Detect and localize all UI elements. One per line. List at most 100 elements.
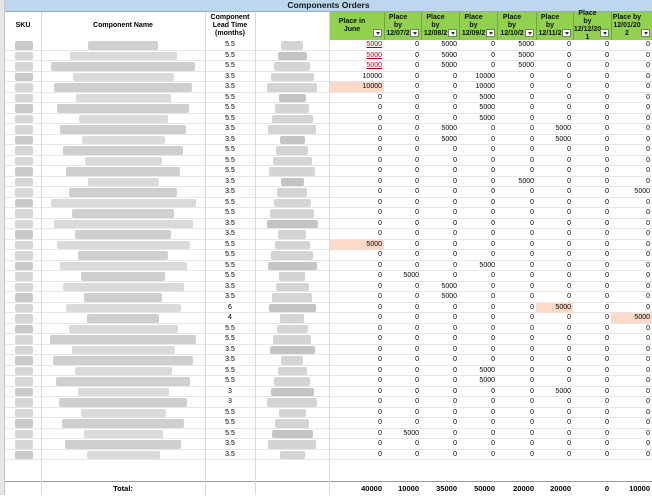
order-qty-cell[interactable]: 0 (491, 135, 495, 143)
filter-dropdown-icon[interactable] (525, 29, 534, 37)
order-qty-cell[interactable]: 0 (378, 324, 382, 332)
order-qty-cell[interactable]: 0 (605, 198, 609, 206)
order-qty-cell[interactable]: 5000 (479, 366, 495, 374)
order-qty-cell[interactable]: 0 (567, 377, 571, 384)
order-qty-cell[interactable]: 0 (646, 324, 650, 332)
order-qty-cell[interactable]: 0 (530, 282, 534, 290)
order-qty-cell[interactable]: 0 (491, 450, 495, 458)
order-qty-cell[interactable]: 0 (605, 209, 609, 216)
order-qty-cell[interactable]: 0 (415, 345, 419, 353)
order-qty-cell[interactable]: 0 (453, 209, 457, 216)
order-qty-cell[interactable]: 0 (567, 198, 571, 206)
order-qty-cell[interactable]: 5000 (441, 62, 457, 69)
lead-time-cell[interactable]: 5.5 (225, 419, 235, 426)
order-qty-cell[interactable]: 0 (646, 230, 650, 237)
order-qty-cell[interactable]: 0 (491, 335, 495, 342)
order-qty-cell[interactable]: 0 (567, 114, 571, 122)
order-qty-cell[interactable]: 0 (567, 450, 571, 458)
order-qty-cell[interactable]: 0 (491, 419, 495, 426)
order-qty-cell[interactable]: 0 (491, 387, 495, 395)
order-qty-cell[interactable]: 0 (646, 167, 650, 174)
order-qty-cell[interactable]: 0 (530, 345, 534, 353)
order-qty-cell[interactable]: 0 (567, 324, 571, 332)
order-qty-cell[interactable]: 0 (605, 219, 609, 227)
lead-time-cell[interactable]: 5.5 (225, 324, 235, 332)
order-qty-cell[interactable]: 0 (646, 345, 650, 353)
order-qty-cell[interactable]: 5000 (479, 261, 495, 269)
order-qty-cell[interactable]: 0 (415, 293, 419, 300)
order-qty-cell[interactable]: 0 (567, 419, 571, 426)
order-qty-cell[interactable]: 10000 (362, 72, 382, 80)
order-qty-cell[interactable]: 0 (567, 51, 571, 59)
filter-dropdown-icon[interactable] (562, 29, 571, 37)
order-qty-cell[interactable]: 0 (453, 261, 457, 269)
order-qty-cell[interactable]: 0 (378, 156, 382, 164)
order-qty-cell[interactable]: 0 (491, 177, 495, 185)
order-qty-cell[interactable]: 0 (567, 366, 571, 374)
order-qty-cell[interactable]: 0 (491, 345, 495, 353)
order-qty-cell[interactable]: 0 (491, 146, 495, 153)
lead-time-cell[interactable]: 3.5 (225, 293, 235, 300)
order-qty-cell[interactable]: 10000 (475, 72, 495, 80)
order-qty-cell[interactable]: 0 (646, 114, 650, 122)
order-qty-cell[interactable]: 0 (646, 177, 650, 185)
order-qty-cell[interactable]: 5000 (329, 239, 384, 250)
order-qty-cell[interactable]: 0 (378, 125, 382, 132)
lead-time-cell[interactable]: 3.5 (225, 219, 235, 227)
order-qty-cell[interactable]: 0 (605, 314, 609, 321)
order-qty-cell[interactable]: 0 (567, 230, 571, 237)
lead-time-cell[interactable]: 5.5 (225, 93, 235, 101)
order-qty-cell[interactable]: 0 (530, 83, 534, 90)
order-qty-cell[interactable]: 0 (415, 209, 419, 216)
order-qty-cell[interactable]: 0 (646, 209, 650, 216)
order-qty-cell[interactable]: 0 (378, 419, 382, 426)
order-qty-cell[interactable]: 5000 (366, 51, 382, 59)
lead-time-cell[interactable]: 5.5 (225, 261, 235, 269)
order-qty-cell[interactable]: 0 (646, 251, 650, 258)
order-qty-cell[interactable]: 0 (646, 293, 650, 300)
order-qty-cell[interactable]: 0 (646, 440, 650, 447)
order-qty-cell[interactable]: 0 (530, 272, 534, 279)
order-qty-cell[interactable]: 0 (567, 41, 571, 48)
order-qty-cell[interactable]: 0 (378, 314, 382, 321)
order-qty-cell[interactable]: 0 (453, 303, 457, 311)
order-qty-cell[interactable]: 0 (646, 398, 650, 405)
lead-time-cell[interactable]: 3.5 (225, 188, 235, 195)
lead-time-cell[interactable]: 5.5 (225, 251, 235, 258)
order-qty-cell[interactable]: 0 (530, 230, 534, 237)
order-qty-cell[interactable]: 0 (415, 230, 419, 237)
order-qty-cell[interactable]: 0 (567, 188, 571, 195)
header-place-col-8[interactable]: Place by 12/01/20 2 (611, 12, 652, 40)
order-qty-cell[interactable]: 0 (605, 450, 609, 458)
order-qty-cell[interactable]: 5000 (403, 272, 419, 279)
order-qty-cell[interactable]: 0 (646, 198, 650, 206)
order-qty-cell[interactable]: 0 (605, 83, 609, 90)
order-qty-cell[interactable]: 0 (605, 356, 609, 363)
order-qty-cell[interactable]: 0 (453, 104, 457, 111)
order-qty-cell[interactable]: 0 (646, 387, 650, 395)
lead-time-cell[interactable]: 3.5 (225, 230, 235, 237)
order-qty-cell[interactable]: 0 (378, 272, 382, 279)
order-qty-cell[interactable]: 0 (605, 377, 609, 384)
order-qty-cell[interactable]: 0 (415, 440, 419, 447)
order-qty-cell[interactable]: 0 (453, 345, 457, 353)
order-qty-cell[interactable]: 0 (453, 450, 457, 458)
order-qty-cell[interactable]: 0 (646, 408, 650, 416)
order-qty-cell[interactable]: 0 (378, 209, 382, 216)
order-qty-cell[interactable]: 0 (491, 156, 495, 164)
order-qty-cell[interactable]: 0 (605, 387, 609, 395)
order-qty-cell[interactable]: 0 (415, 335, 419, 342)
order-qty-cell[interactable]: 0 (415, 114, 419, 122)
order-qty-cell[interactable]: 0 (453, 324, 457, 332)
order-qty-cell[interactable]: 0 (415, 41, 419, 48)
order-qty-cell[interactable]: 0 (605, 51, 609, 59)
order-qty-cell[interactable]: 0 (567, 219, 571, 227)
order-qty-cell[interactable]: 0 (605, 72, 609, 80)
order-qty-cell[interactable]: 5000 (479, 93, 495, 101)
order-qty-cell[interactable]: 0 (453, 377, 457, 384)
order-qty-cell[interactable]: 0 (530, 125, 534, 132)
lead-time-cell[interactable]: 5.5 (225, 156, 235, 164)
total-cell[interactable]: 20000 (550, 484, 571, 493)
total-cell[interactable]: 10000 (629, 484, 650, 493)
header-sku[interactable]: SKU (5, 12, 41, 40)
